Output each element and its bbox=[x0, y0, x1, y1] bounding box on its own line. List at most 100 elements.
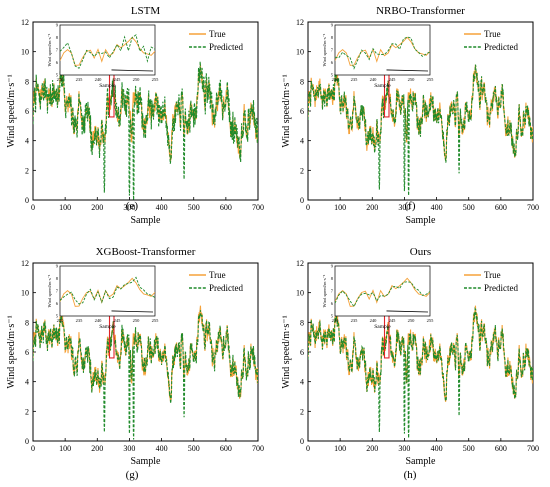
inset-x-tick-label: 235 bbox=[76, 77, 84, 82]
zoom-arrow bbox=[111, 310, 154, 313]
y-tick-label: 6 bbox=[300, 348, 304, 357]
inset-line-predicted bbox=[335, 281, 430, 308]
x-tick-label: 500 bbox=[188, 444, 200, 453]
series-line-true bbox=[33, 305, 258, 402]
inset-y-tick-label: 8 bbox=[331, 276, 334, 281]
chart-panel-1: LSTM 0 100 200 300 400 500 600 700 0 2 4 6 8 10 12 Sampl… bbox=[6, 5, 264, 226]
x-tick-label: 200 bbox=[366, 444, 378, 453]
x-tick-label: 700 bbox=[252, 203, 264, 212]
inset-x-tick-label: 250 bbox=[133, 77, 141, 82]
legend-label-true: True bbox=[484, 270, 501, 280]
inset-x-tick-label: 255 bbox=[427, 318, 435, 323]
inset-y-tick-label: 9 bbox=[331, 264, 334, 269]
panel-label: (e) bbox=[126, 200, 139, 212]
inset-line-true bbox=[335, 277, 430, 307]
x-tick-label: 0 bbox=[31, 203, 35, 212]
inset-x-tick-label: 230 bbox=[57, 77, 65, 82]
legend-label-predicted: Predicted bbox=[209, 42, 243, 52]
inset-y-tick-label: 8 bbox=[56, 276, 59, 281]
y-tick-label: 4 bbox=[25, 137, 29, 146]
x-axis-label: Sample bbox=[131, 215, 162, 226]
legend-label-predicted: Predicted bbox=[484, 42, 518, 52]
x-tick-label: 400 bbox=[431, 444, 443, 453]
inset-y-axis-label: Wind speed/m·s⁻¹ bbox=[47, 274, 52, 308]
y-tick-label: 12 bbox=[21, 18, 29, 27]
y-tick-label: 2 bbox=[300, 166, 304, 175]
x-tick-label: 0 bbox=[31, 444, 35, 453]
x-tick-label: 300 bbox=[398, 444, 410, 453]
chart-title: XGBoost-Transformer bbox=[96, 246, 196, 258]
series-line-true bbox=[308, 305, 533, 402]
legend-label-predicted: Predicted bbox=[484, 283, 518, 293]
inset-x-tick-label: 245 bbox=[389, 77, 397, 82]
series-line-predicted bbox=[33, 61, 258, 200]
chart-panel-4: Ours 0 100 200 300 400 500 600 700 0 2 4 6 8 10 12 Sampl… bbox=[281, 246, 539, 481]
x-tick-label: 400 bbox=[156, 203, 168, 212]
legend-label-true: True bbox=[209, 29, 226, 39]
inset-line-predicted bbox=[335, 36, 430, 70]
chart-title: LSTM bbox=[131, 5, 161, 17]
inset-x-tick-label: 255 bbox=[152, 318, 160, 323]
inset-x-tick-label: 235 bbox=[351, 77, 359, 82]
panel-label: (h) bbox=[404, 469, 417, 481]
x-tick-label: 700 bbox=[252, 444, 264, 453]
y-tick-label: 10 bbox=[296, 289, 304, 298]
legend-label-predicted: Predicted bbox=[209, 283, 243, 293]
series-line-predicted bbox=[308, 64, 533, 196]
legend-box bbox=[461, 268, 530, 295]
inset-x-axis-label: Sample bbox=[99, 324, 116, 330]
inset-line-true bbox=[60, 36, 155, 66]
inset-y-tick-label: 6 bbox=[331, 301, 334, 306]
y-tick-label: 12 bbox=[21, 259, 29, 268]
inset-y-tick-label: 9 bbox=[331, 23, 334, 28]
inset-line-predicted bbox=[60, 34, 155, 69]
y-tick-label: 0 bbox=[300, 196, 304, 205]
y-tick-label: 4 bbox=[300, 378, 304, 387]
inset-x-tick-label: 230 bbox=[332, 318, 340, 323]
y-tick-label: 2 bbox=[25, 407, 29, 416]
x-tick-label: 100 bbox=[334, 203, 346, 212]
inset-y-tick-label: 9 bbox=[56, 264, 59, 269]
y-tick-label: 10 bbox=[21, 289, 29, 298]
x-tick-label: 400 bbox=[156, 444, 168, 453]
series-line-true bbox=[308, 64, 533, 161]
inset-x-tick-label: 250 bbox=[133, 318, 141, 323]
inset-x-tick-label: 240 bbox=[370, 318, 378, 323]
chart-panel-2: NRBO-Transformer 0 100 200 300 400 500 600 700 0 2… bbox=[281, 5, 539, 226]
inset-x-tick-label: 255 bbox=[427, 77, 435, 82]
y-tick-label: 0 bbox=[300, 437, 304, 446]
y-tick-label: 4 bbox=[300, 137, 304, 146]
inset-x-tick-label: 245 bbox=[389, 318, 397, 323]
y-axis-label: Wind speed/m·s⁻¹ bbox=[6, 315, 17, 388]
x-tick-label: 700 bbox=[527, 203, 539, 212]
chart-title: Ours bbox=[410, 246, 431, 258]
inset-line-true bbox=[60, 277, 155, 307]
x-tick-label: 300 bbox=[123, 203, 135, 212]
inset-y-tick-label: 5 bbox=[331, 314, 334, 319]
x-tick-label: 0 bbox=[306, 444, 310, 453]
inset-y-tick-label: 6 bbox=[56, 301, 59, 306]
y-tick-label: 12 bbox=[296, 259, 304, 268]
legend-label-true: True bbox=[484, 29, 501, 39]
x-tick-label: 200 bbox=[91, 444, 103, 453]
x-tick-label: 600 bbox=[495, 203, 507, 212]
inset-y-tick-label: 7 bbox=[331, 48, 334, 53]
x-tick-label: 500 bbox=[463, 444, 475, 453]
inset-x-axis-label: Sample bbox=[99, 83, 116, 89]
y-tick-label: 0 bbox=[25, 196, 29, 205]
series-line-predicted bbox=[308, 306, 533, 439]
y-tick-label: 10 bbox=[21, 48, 29, 57]
y-tick-label: 8 bbox=[25, 77, 29, 86]
inset-y-tick-label: 6 bbox=[56, 60, 59, 65]
inset-y-axis-label: Wind speed/m·s⁻¹ bbox=[322, 274, 327, 308]
inset-x-tick-label: 255 bbox=[152, 77, 160, 82]
zoom-arrow bbox=[111, 69, 154, 72]
y-tick-label: 4 bbox=[25, 378, 29, 387]
y-tick-label: 12 bbox=[296, 18, 304, 27]
x-axis-label: Sample bbox=[406, 215, 437, 226]
inset-x-tick-label: 240 bbox=[370, 77, 378, 82]
y-tick-label: 8 bbox=[25, 318, 29, 327]
chart-title: NRBO-Transformer bbox=[376, 5, 465, 17]
